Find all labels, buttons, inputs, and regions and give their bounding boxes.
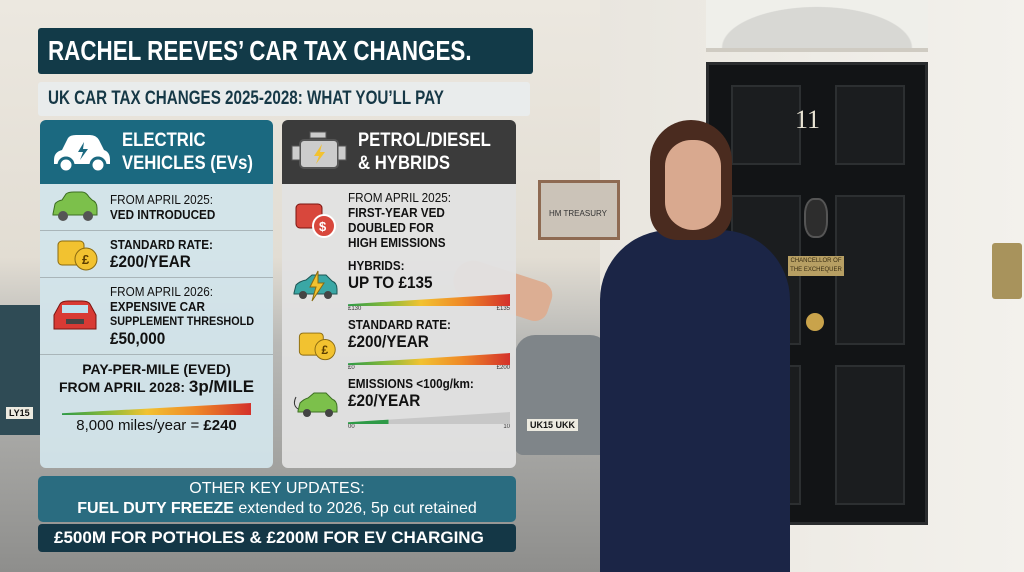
pound-coins-icon: £ — [298, 332, 336, 360]
ev-header-line1: ELECTRIC — [122, 130, 206, 151]
item-label: STANDARD RATE: — [110, 237, 213, 252]
petrol-item-hybrids: HYBRIDS: UP TO £135 £130 £135 — [282, 256, 516, 315]
lion-knocker — [804, 198, 828, 238]
engine-icon — [291, 131, 347, 169]
svg-text:£: £ — [82, 252, 90, 267]
door-plate: CHANCELLOR OF THE EXCHEQUER — [788, 256, 844, 276]
hybrid-car-icon — [293, 270, 338, 301]
emissions-gauge — [348, 412, 510, 424]
petrol-item-firstyear: $ FROM APRIL 2025: FIRST-YEAR VED DOUBLED … — [282, 184, 516, 256]
plug-in-car-icon — [293, 392, 338, 417]
ppm-rate: 3p/MILE — [188, 377, 255, 396]
subtitle: UK CAR TAX CHANGES 2025-2028: WHAT YOU’L… — [48, 88, 444, 109]
item-value: £200/YEAR — [110, 252, 191, 271]
item-value: UP TO £135 — [348, 273, 433, 292]
item-value: £50,000 — [110, 329, 166, 348]
green-electric-car-icon — [52, 191, 98, 221]
item-date: FROM APRIL 2025: — [110, 192, 213, 207]
page-title: RACHEL REEVES’ CAR TAX CHANGES. — [48, 35, 472, 66]
ev-item-rate: £ STANDARD RATE: £200/YEAR — [40, 231, 273, 278]
door-number: 11 — [795, 105, 821, 134]
ev-header-line2: VEHICLES (EVs) — [122, 153, 254, 174]
ppm-example-value: £240 — [203, 417, 237, 434]
ev-item-ved: FROM APRIL 2025: VED INTRODUCED — [40, 184, 273, 231]
ppm-date: FROM APRIL 2028: — [58, 379, 185, 395]
electric-car-icon — [54, 135, 110, 174]
subtitle-box: UK CAR TAX CHANGES 2025-2028: WHAT YOU’L… — [38, 82, 530, 116]
item-date: FROM APRIL 2026: — [110, 284, 213, 299]
treasury-sign: HM TREASURY — [538, 180, 620, 240]
dollar-coins-icon: $ — [295, 203, 336, 238]
woman-face — [665, 140, 721, 230]
license-plate: LY15 — [6, 407, 33, 419]
petrol-header-line1: PETROL/DIESEL — [358, 130, 491, 151]
item-value: £200/YEAR — [348, 332, 429, 351]
pound-coins-icon: £ — [57, 240, 98, 271]
rate-gauge — [348, 353, 510, 365]
brass-bell-plate — [992, 243, 1022, 299]
ppm-example-text: 8,000 miles/year = — [76, 417, 204, 434]
parked-car-left: LY15 — [0, 305, 40, 435]
other-updates-heading: OTHER KEY UPDATES: — [189, 480, 365, 497]
fuel-duty-label: FUEL DUTY FREEZE — [77, 500, 234, 517]
woman-figure — [600, 230, 790, 572]
gauge-max: £200 — [496, 365, 510, 371]
door-knob — [806, 313, 824, 331]
ppm-example: 8,000 miles/year = £240 — [40, 417, 273, 434]
item-date: FROM APRIL 2025: — [348, 190, 451, 205]
svg-text:$: $ — [319, 219, 327, 234]
petrol-item-emissions: EMISSIONS <100g/km: £20/YEAR 00 10 — [282, 374, 516, 437]
item-text: SUPPLEMENT THRESHOLD — [110, 314, 255, 328]
license-plate: UK15 UKK — [527, 419, 579, 431]
ppm-title: PAY-PER-MILE (EVED) — [82, 361, 231, 377]
item-text: EXPENSIVE CAR — [110, 299, 205, 314]
fanlight-window — [706, 0, 928, 52]
item-value: £20/YEAR — [348, 391, 421, 410]
petrol-header-line2: & HYBRIDS — [358, 153, 450, 174]
pay-per-mile: PAY-PER-MILE (EVED) FROM APRIL 2028: 3p/… — [40, 355, 273, 415]
ev-item-supplement: FROM APRIL 2026: EXPENSIVE CAR SUPPLEMENT … — [40, 278, 273, 355]
svg-text:£: £ — [321, 343, 328, 357]
ev-header: ELECTRIC VEHICLES (EVs) — [40, 120, 273, 184]
item-label: HYBRIDS: — [348, 258, 405, 273]
ppm-gauge — [62, 403, 251, 415]
hybrid-gauge — [348, 294, 510, 306]
petrol-panel: PETROL/DIESEL & HYBRIDS $ FROM APRIL 2025… — [282, 120, 516, 468]
petrol-header: PETROL/DIESEL & HYBRIDS — [282, 120, 516, 184]
gauge-min: 00 — [348, 424, 355, 430]
petrol-item-rate: £ STANDARD RATE: £200/YEAR £0 £200 — [282, 315, 516, 374]
gauge-min: £130 — [348, 306, 362, 312]
item-label: STANDARD RATE: — [348, 317, 451, 332]
gauge-min: £0 — [348, 365, 355, 371]
gauge-max: £135 — [496, 306, 510, 312]
title-box: RACHEL REEVES’ CAR TAX CHANGES. — [38, 28, 533, 74]
ev-panel: ELECTRIC VEHICLES (EVs) FROM APRIL 2025: V… — [40, 120, 273, 468]
parked-car-mid: UK15 UKK — [515, 335, 610, 455]
item-text: FIRST-YEAR VED — [348, 205, 445, 220]
item-text: VED INTRODUCED — [110, 207, 216, 222]
item-label: EMISSIONS <100g/km: — [348, 376, 474, 391]
funding-banner: £500M FOR POTHOLES & £200M FOR EV CHARGI… — [38, 524, 516, 552]
item-text: HIGH EMISSIONS — [348, 235, 446, 250]
gauge-max: 10 — [503, 424, 510, 430]
item-text: DOUBLED FOR — [348, 220, 434, 235]
red-car-icon — [53, 300, 97, 330]
other-updates-box: OTHER KEY UPDATES: FUEL DUTY FREEZE exte… — [38, 476, 516, 522]
fuel-duty-text: extended to 2026, 5p cut retained — [233, 500, 477, 517]
